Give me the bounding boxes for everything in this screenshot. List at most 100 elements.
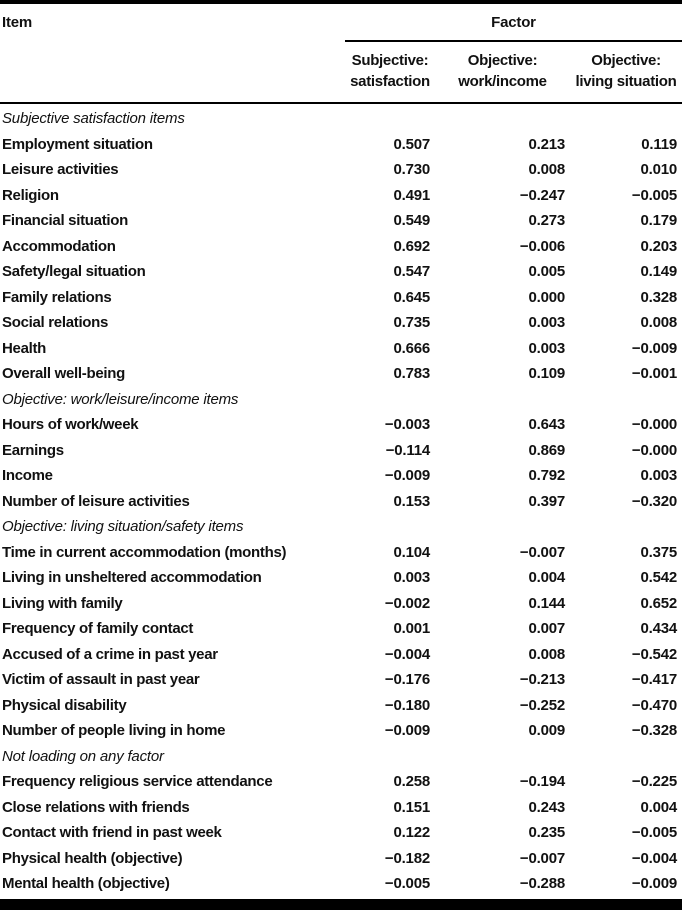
item-label: Earnings xyxy=(2,441,64,459)
loading-value: −0.288 xyxy=(519,875,565,893)
section-row: Subjective satisfaction items xyxy=(0,106,682,132)
loading-value: −0.004 xyxy=(631,849,677,867)
item-label: Frequency religious service attendance xyxy=(2,773,273,791)
item-label: Number of people living in home xyxy=(2,722,226,740)
loading-value: 0.179 xyxy=(640,212,677,230)
loading-value: 0.652 xyxy=(640,594,677,612)
loading-value: −0.009 xyxy=(631,339,677,357)
loading-value: −0.252 xyxy=(519,696,565,714)
loading-value: 0.109 xyxy=(528,365,565,383)
loading-value: −0.009 xyxy=(631,875,677,893)
section-row: Not loading on any factor xyxy=(0,744,682,770)
loading-value: 0.001 xyxy=(393,620,430,638)
loading-value: 0.397 xyxy=(528,492,565,510)
loading-value: 0.149 xyxy=(640,263,677,281)
table-row: Living in unsheltered accommodation 0.003… xyxy=(0,565,682,591)
column-header-objective-living-situation: Objective: living situation xyxy=(570,50,682,92)
loading-value: −0.114 xyxy=(385,441,430,459)
table-row: Frequency religious service attendance 0.… xyxy=(0,769,682,795)
item-label: Physical health (objective) xyxy=(2,849,183,867)
loading-value: −0.007 xyxy=(519,849,565,867)
loading-value: 0.122 xyxy=(393,824,430,842)
loading-value: −0.001 xyxy=(631,365,677,383)
loading-value: −0.470 xyxy=(631,696,677,714)
loading-value: 0.008 xyxy=(528,645,565,663)
loading-value: −0.006 xyxy=(519,237,565,255)
loading-value: −0.009 xyxy=(384,722,430,740)
item-label: Accused of a crime in past year xyxy=(2,645,218,663)
section-label: Subjective satisfaction items xyxy=(2,110,185,128)
table-row: Physical disability −0.180 −0.252 −0.470 xyxy=(0,693,682,719)
loading-value: −0.000 xyxy=(631,441,677,459)
loading-value: 0.203 xyxy=(640,237,677,255)
factor-subheaders: Subjective: satisfaction Objective: work… xyxy=(345,42,682,92)
loading-value: −0.542 xyxy=(631,645,677,663)
item-label: Time in current accommodation (months) xyxy=(2,543,287,561)
loading-value: 0.434 xyxy=(640,620,677,638)
table-row: Health 0.666 0.003 −0.009 xyxy=(0,336,682,362)
column-header-objective-work-income: Objective: work/income xyxy=(435,50,570,92)
table-row: Contact with friend in past week 0.122 0.2… xyxy=(0,820,682,846)
loading-value: −0.328 xyxy=(631,722,677,740)
table-row: Religion 0.491 −0.247 −0.005 xyxy=(0,183,682,209)
table-row: Victim of assault in past year −0.176 −0.2… xyxy=(0,667,682,693)
loading-value: 0.008 xyxy=(640,314,677,332)
loading-value: 0.144 xyxy=(528,594,565,612)
loading-value: 0.000 xyxy=(528,288,565,306)
loading-value: 0.005 xyxy=(528,263,565,281)
loading-value: 0.547 xyxy=(393,263,430,281)
item-label: Religion xyxy=(2,186,59,204)
loading-value: 0.007 xyxy=(528,620,565,638)
loading-value: 0.008 xyxy=(528,161,565,179)
table-row: Employment situation 0.507 0.213 0.119 xyxy=(0,132,682,158)
table-row: Frequency of family contact 0.001 0.007 0.4… xyxy=(0,616,682,642)
item-label: Living with family xyxy=(2,594,123,612)
loading-value: 0.003 xyxy=(528,314,565,332)
item-label: Social relations xyxy=(2,314,109,332)
loading-value: −0.320 xyxy=(631,492,677,510)
loading-value: −0.176 xyxy=(384,671,430,689)
loading-value: 0.549 xyxy=(393,212,430,230)
item-label: Income xyxy=(2,467,53,485)
table-row: Family relations 0.645 0.000 0.328 xyxy=(0,285,682,311)
item-label: Living in unsheltered accommodation xyxy=(2,569,262,587)
loading-value: −0.005 xyxy=(631,186,677,204)
table-row: Mental health (objective) −0.005 −0.288 −0.… xyxy=(0,871,682,897)
item-label: Financial situation xyxy=(2,212,128,230)
loading-value: 0.010 xyxy=(640,161,677,179)
loading-value: 0.645 xyxy=(393,288,430,306)
loading-value: 0.004 xyxy=(640,798,677,816)
column-header-line1: Objective: xyxy=(591,52,661,69)
loading-value: −0.194 xyxy=(519,773,565,791)
table-row: Financial situation 0.549 0.273 0.179 xyxy=(0,208,682,234)
table-row: Number of leisure activities 0.153 0.397 −0… xyxy=(0,489,682,515)
table-row: Accused of a crime in past year −0.004 0.0… xyxy=(0,642,682,668)
table-row: Physical health (objective) −0.182 −0.007 −… xyxy=(0,846,682,872)
table-row: Living with family −0.002 0.144 0.652 xyxy=(0,591,682,617)
table-top-rule xyxy=(0,0,682,4)
section-row: Objective: work/leisure/income items xyxy=(0,387,682,413)
loading-value: 0.783 xyxy=(393,365,430,383)
column-header-line2: satisfaction xyxy=(350,73,430,90)
item-label: Safety/legal situation xyxy=(2,263,146,281)
loading-value: 0.792 xyxy=(528,467,565,485)
table-row: Number of people living in home −0.009 0.0… xyxy=(0,718,682,744)
section-label: Objective: work/leisure/income items xyxy=(2,390,239,408)
item-label: Health xyxy=(2,339,47,357)
loading-value: −0.000 xyxy=(631,416,677,434)
loading-value: −0.213 xyxy=(519,671,565,689)
loading-value: 0.104 xyxy=(393,543,430,561)
table-row: Hours of work/week −0.003 0.643 −0.000 xyxy=(0,412,682,438)
table-header: Item Factor Subjective: satisfaction Obj… xyxy=(0,4,682,104)
loading-value: 0.003 xyxy=(528,339,565,357)
item-label: Employment situation xyxy=(2,135,153,153)
table-row: Close relations with friends 0.151 0.243 0.… xyxy=(0,795,682,821)
loading-value: 0.003 xyxy=(640,467,677,485)
table-row: Social relations 0.735 0.003 0.008 xyxy=(0,310,682,336)
loading-value: 0.735 xyxy=(393,314,430,332)
table-row: Accommodation 0.692 −0.006 0.203 xyxy=(0,234,682,260)
loading-value: 0.730 xyxy=(393,161,430,179)
column-header-line1: Subjective: xyxy=(351,52,429,69)
table-row: Safety/legal situation 0.547 0.005 0.149 xyxy=(0,259,682,285)
